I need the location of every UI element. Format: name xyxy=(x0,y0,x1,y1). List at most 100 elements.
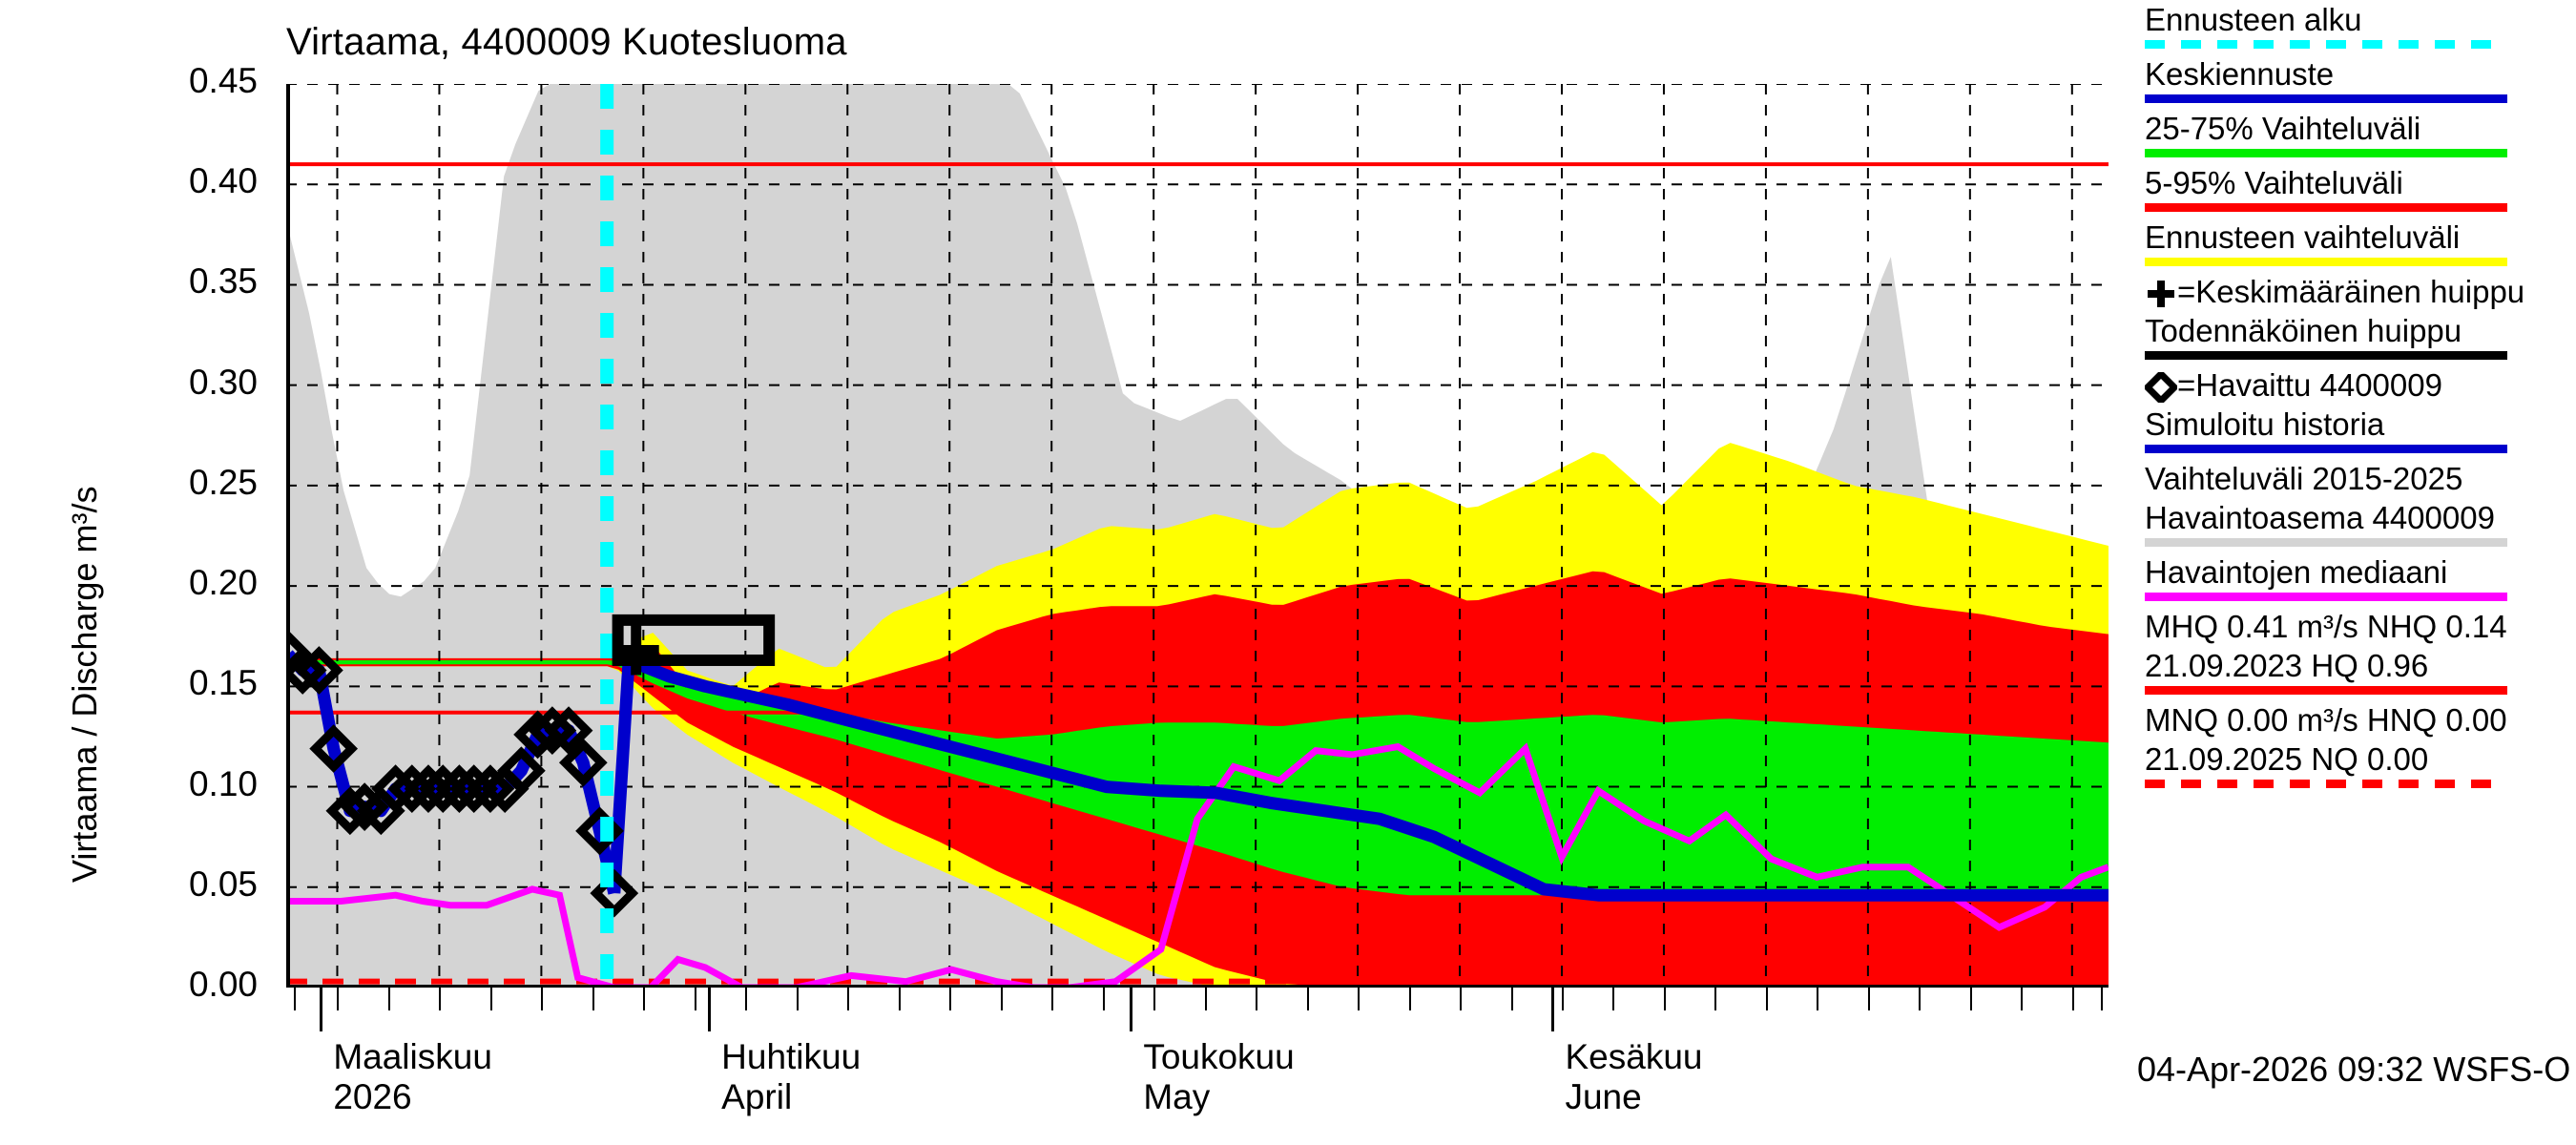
legend-label: Ennusteen alku xyxy=(2145,2,2362,37)
y-tick-label: 0.05 xyxy=(188,864,258,904)
legend-swatch xyxy=(2145,94,2507,103)
legend-item-probable-peak: Todennäköinen huippu xyxy=(2145,311,2576,360)
x-axis-minor-tick xyxy=(1408,988,1411,1010)
legend-label: Todennäköinen huippu xyxy=(2145,313,2462,348)
observed-markers xyxy=(286,630,639,918)
legend-item-p5-p95-band: 5-95% Vaihteluväli xyxy=(2145,163,2576,212)
timestamp: 04-Apr-2026 09:32 WSFS-O xyxy=(2137,1050,2571,1089)
x-axis-minor-tick xyxy=(541,988,544,1010)
gridlines xyxy=(286,84,2109,988)
chart-canvas xyxy=(286,84,2109,988)
x-axis-minor-tick xyxy=(1256,988,1258,1010)
x-axis-minor-tick xyxy=(694,988,696,1010)
legend-label: Ennusteen vaihteluväli xyxy=(2145,219,2461,255)
legend-label-text: =Havaittu 4400009 xyxy=(2177,367,2442,403)
legend-label-secondary: Havaintoasema 4400009 xyxy=(2145,500,2495,535)
x-axis-minor-tick xyxy=(1562,988,1564,1010)
x-axis-minor-tick xyxy=(1051,988,1054,1010)
x-axis-month-label: Toukokuu May xyxy=(1143,1037,1294,1117)
x-axis-minor-tick xyxy=(1510,988,1513,1010)
legend-swatch xyxy=(2145,40,2507,49)
legend-label: Simuloitu historia xyxy=(2145,406,2385,442)
x-axis-month-label: Kesäkuu June xyxy=(1565,1037,1702,1117)
legend-item-mnq-hnq: MNQ 0.00 m³/s HNQ 0.00 21.09.2025 NQ 0.00 xyxy=(2145,700,2576,788)
x-axis-minor-tick xyxy=(2071,988,2074,1010)
legend-swatch xyxy=(2145,351,2507,360)
average-peak-marker xyxy=(613,625,659,676)
legend-item-simulated-history: Simuloitu historia xyxy=(2145,405,2576,453)
legend-swatch xyxy=(2145,445,2507,453)
x-axis-minor-tick xyxy=(1867,988,1870,1010)
x-axis-minor-tick xyxy=(293,988,296,1010)
y-tick-label: 0.30 xyxy=(188,362,258,402)
legend-item-forecast-start: Ennusteen alku xyxy=(2145,0,2576,49)
x-axis-minor-tick xyxy=(1714,988,1717,1010)
legend-item-mean-forecast: Keskiennuste xyxy=(2145,54,2576,103)
legend-label-secondary: 21.09.2023 HQ 0.96 xyxy=(2145,648,2429,683)
x-axis-minor-tick xyxy=(1358,988,1361,1010)
legend-label: Keskiennuste xyxy=(2145,56,2335,92)
legend-item-observed: =Havaittu 4400009 xyxy=(2145,365,2576,405)
x-axis-month-label: Maaliskuu 2026 xyxy=(333,1037,492,1117)
y-tick-label: 0.35 xyxy=(188,261,258,302)
x-axis-minor-tick xyxy=(796,988,799,1010)
legend-swatch xyxy=(2145,149,2507,157)
legend-item-iqr-band: 25-75% Vaihteluväli xyxy=(2145,109,2576,157)
x-axis-minor-tick xyxy=(847,988,850,1010)
legend-label-text: =Keskimääräinen huippu xyxy=(2177,274,2525,309)
month-name-fi: Maaliskuu xyxy=(333,1037,492,1076)
legend: Ennusteen alku Keskiennuste 25-75% Vaihtel… xyxy=(2145,0,2576,794)
month-name-en: May xyxy=(1143,1077,1211,1116)
x-axis-minor-tick xyxy=(439,988,442,1010)
legend-swatch xyxy=(2145,593,2507,601)
y-tick-label: 0.10 xyxy=(188,763,258,803)
x-axis-minor-tick xyxy=(745,988,748,1010)
diamond-icon xyxy=(2145,372,2177,404)
legend-swatch xyxy=(2145,780,2507,788)
legend-label: =Keskimääräinen huippu xyxy=(2145,272,2576,311)
legend-label: MHQ 0.41 m³/s NHQ 0.14 xyxy=(2145,609,2507,644)
legend-item-historic-range: Vaihteluväli 2015-2025 Havaintoasema 4400… xyxy=(2145,459,2576,547)
iqr-band xyxy=(286,660,2109,896)
y-tick-label: 0.00 xyxy=(188,965,258,1004)
x-axis-minor-tick xyxy=(387,988,390,1010)
plot-area xyxy=(286,84,2109,988)
legend-label: 5-95% Vaihteluväli xyxy=(2145,165,2403,200)
probable-peak-box xyxy=(612,614,776,666)
x-axis-minor-tick xyxy=(489,988,492,1010)
month-name-fi: Huhtikuu xyxy=(721,1037,862,1076)
legend-label: Havaintojen mediaani xyxy=(2145,554,2448,590)
legend-item-mhq-nhq: MHQ 0.41 m³/s NHQ 0.14 21.09.2023 HQ 0.96 xyxy=(2145,607,2576,695)
legend-swatch xyxy=(2145,203,2507,212)
month-name-en: April xyxy=(721,1077,793,1116)
x-axis-minor-tick xyxy=(1663,988,1666,1010)
legend-label: 25-75% Vaihteluväli xyxy=(2145,111,2421,146)
x-axis-minor-tick xyxy=(1460,988,1463,1010)
legend-item-observation-median: Havaintojen mediaani xyxy=(2145,552,2576,601)
y-tick-label: 0.40 xyxy=(188,161,258,201)
x-axis-minor-tick xyxy=(1817,988,1819,1010)
x-axis-minor-tick xyxy=(1204,988,1207,1010)
y-axis-title-text: Virtaama / Discharge m³/s xyxy=(65,486,104,883)
month-name-en: 2026 xyxy=(333,1077,412,1116)
month-name-fi: Kesäkuu xyxy=(1565,1037,1703,1076)
x-axis-minor-tick xyxy=(898,988,901,1010)
x-axis-minor-tick xyxy=(2101,988,2104,1010)
legend-label: Vaihteluväli 2015-2025 xyxy=(2145,461,2463,496)
x-axis-minor-tick xyxy=(949,988,952,1010)
page-title: Virtaama, 4400009 Kuotesluoma xyxy=(286,21,847,63)
x-axis-major-tick xyxy=(708,988,712,1031)
legend-item-average-peak: =Keskimääräinen huippu xyxy=(2145,272,2576,311)
x-axis-minor-tick xyxy=(1153,988,1156,1010)
legend-label-secondary: 21.09.2025 NQ 0.00 xyxy=(2145,741,2429,777)
x-axis-minor-tick xyxy=(1306,988,1309,1010)
x-axis-major-tick xyxy=(320,988,323,1031)
y-tick-label: 0.25 xyxy=(188,462,258,502)
x-axis-minor-tick xyxy=(1102,988,1105,1010)
y-tick-label: 0.20 xyxy=(188,563,258,603)
mean-forecast-line xyxy=(608,654,2109,902)
x-axis-minor-tick xyxy=(1765,988,1768,1010)
month-name-fi: Toukokuu xyxy=(1143,1037,1295,1076)
x-axis-month-label: Huhtikuu April xyxy=(721,1037,861,1117)
